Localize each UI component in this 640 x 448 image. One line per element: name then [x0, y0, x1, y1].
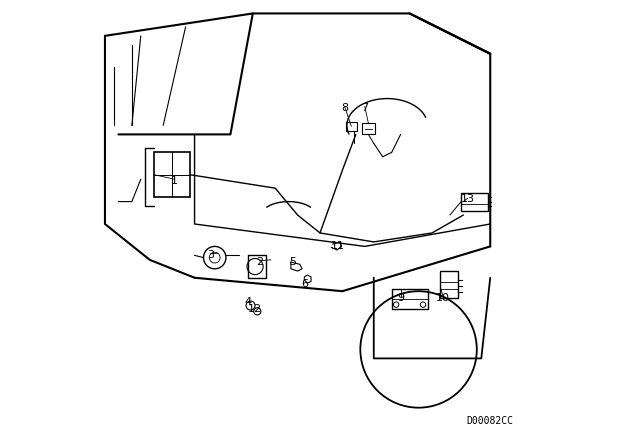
Text: 7: 7	[361, 103, 369, 112]
Text: 4: 4	[244, 297, 252, 307]
Text: 8: 8	[341, 103, 348, 112]
Text: 2: 2	[256, 257, 263, 267]
Bar	[461, 193, 488, 211]
Text: 6: 6	[301, 280, 308, 289]
Text: 5: 5	[290, 257, 296, 267]
Text: 3: 3	[207, 250, 214, 260]
Text: D00082CC: D00082CC	[467, 416, 514, 426]
Text: 1: 1	[171, 177, 178, 186]
Bar	[154, 152, 190, 197]
Text: 11: 11	[331, 241, 345, 251]
Bar	[362, 123, 375, 134]
Bar	[346, 122, 357, 131]
Text: 9: 9	[397, 293, 404, 303]
Text: 13: 13	[461, 194, 475, 204]
Bar	[440, 271, 458, 298]
Text: 12: 12	[248, 304, 262, 314]
Text: 10: 10	[436, 293, 450, 303]
